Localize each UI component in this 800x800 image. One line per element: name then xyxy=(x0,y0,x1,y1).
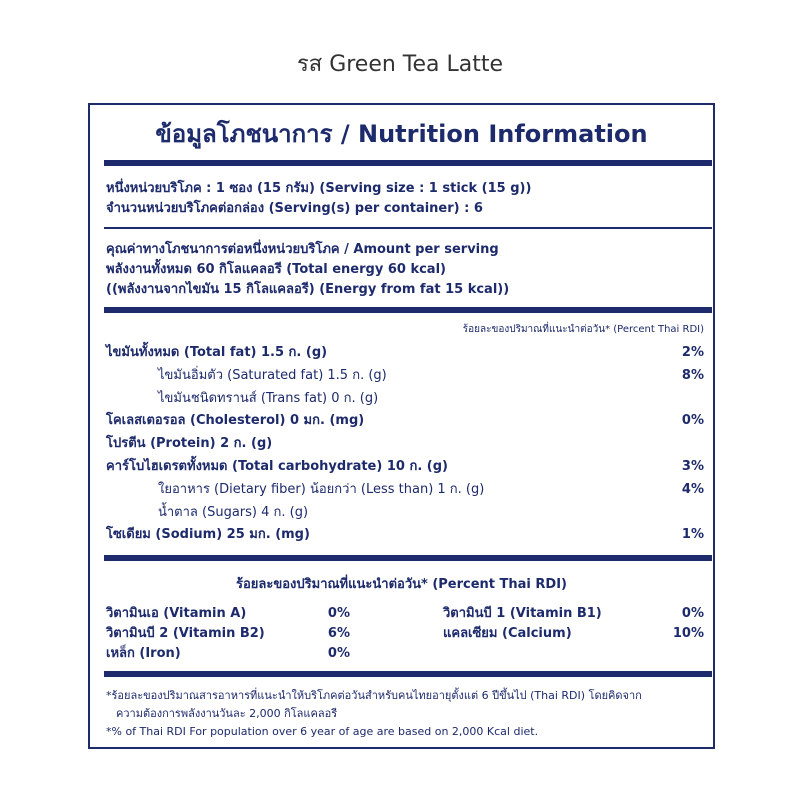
vitamin-name: วิตามินบี 2 (Vitamin B2) xyxy=(106,626,265,641)
amount-line: พลังงานทั้งหมด 60 กิโลแคลอรี (Total ener… xyxy=(106,262,446,277)
divider xyxy=(104,671,712,677)
vitamin-percent: 0% xyxy=(327,646,350,661)
vitamin-name: วิตามินบี 1 (Vitamin B1) xyxy=(443,606,602,621)
vitamin-percent: 0% xyxy=(327,606,350,621)
nutrient-label: โคเลสเตอรอล (Cholesterol) 0 มก. (mg) xyxy=(106,413,365,429)
nutrition-box xyxy=(88,103,715,749)
vitamins-header: ร้อยละของปริมาณที่แนะนำต่อวัน* (Percent … xyxy=(236,577,567,592)
nutrient-percent: 8% xyxy=(681,367,704,383)
label-heading: ข้อมูลโภชนาการ / Nutrition Information xyxy=(155,120,648,148)
rdi-header: ร้อยละของปริมาณที่แนะนำต่อวัน* (Percent … xyxy=(462,324,704,335)
nutrient-percent: 4% xyxy=(681,481,704,497)
vitamin-name: วิตามินเอ (Vitamin A) xyxy=(106,606,247,621)
footnote: *% of Thai RDI For population over 6 yea… xyxy=(106,725,539,738)
footnote: ความต้องการพลังงานวันละ 2,000 กิโลแคลอรี xyxy=(116,707,338,720)
product-title: รส Green Tea Latte xyxy=(296,52,504,77)
serving-line: จำนวนหน่วยบริโภคต่อกล่อง (Serving(s) per… xyxy=(106,201,483,216)
nutrient-label: น้ำตาล (Sugars) 4 ก. (g) xyxy=(158,504,309,520)
serving-line: หนึ่งหน่วยบริโภค : 1 ซอง (15 กรัม) (Serv… xyxy=(106,181,532,196)
divider xyxy=(104,227,712,229)
nutrient-label: โปรตีน (Protein) 2 ก. (g) xyxy=(106,436,273,452)
nutrient-label: ไขมันอิ่มตัว (Saturated fat) 1.5 ก. (g) xyxy=(158,367,387,383)
divider xyxy=(104,307,712,313)
nutrient-label: คาร์โบไฮเดรตทั้งหมด (Total carbohydrate)… xyxy=(106,459,448,474)
divider xyxy=(104,160,712,166)
nutrient-percent: 2% xyxy=(681,345,704,360)
nutrient-percent: 3% xyxy=(681,459,704,474)
nutrient-label: ไขมันทั้งหมด (Total fat) 1.5 ก. (g) xyxy=(106,345,328,360)
nutrient-percent: 0% xyxy=(681,413,704,429)
amount-line: คุณค่าทางโภชนาการต่อหนึ่งหน่วยบริโภค / A… xyxy=(106,242,499,257)
vitamin-percent: 6% xyxy=(327,626,350,641)
nutrient-label: ไขมันชนิดทรานส์ (Trans fat) 0 ก. (g) xyxy=(158,390,379,406)
nutrient-percent: 1% xyxy=(681,527,704,543)
vitamin-name: แคลเซียม (Calcium) xyxy=(443,626,572,641)
vitamin-percent: 10% xyxy=(672,626,704,641)
vitamin-percent: 0% xyxy=(681,606,704,621)
vitamin-name: เหล็ก (Iron) xyxy=(106,646,181,661)
nutrient-label: ใยอาหาร (Dietary fiber) น้อยกว่า (Less t… xyxy=(158,481,485,497)
footnote: *ร้อยละของปริมาณสารอาหารที่แนะนำให้บริโภ… xyxy=(106,689,642,702)
nutrient-label: โซเดียม (Sodium) 25 มก. (mg) xyxy=(106,527,310,543)
divider xyxy=(104,555,712,561)
amount-line: ((พลังงานจากไขมัน 15 กิโลแคลอรี) (Energy… xyxy=(106,282,510,297)
